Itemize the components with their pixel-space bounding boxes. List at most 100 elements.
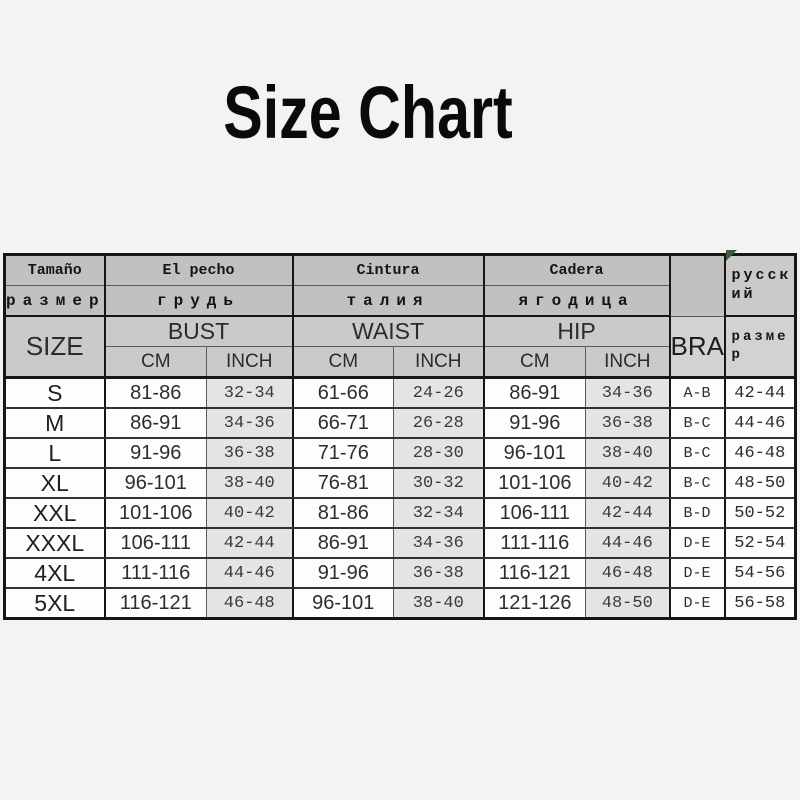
- header-row-units: CM INCH CM INCH CM INCH: [5, 346, 796, 379]
- hip-inch-cell: 44-46: [585, 528, 670, 559]
- waist-cm-cell: 61-66: [291, 377, 394, 409]
- bust-inch-cell: 44-46: [205, 558, 293, 589]
- header-hip: HIP: [482, 316, 670, 347]
- header-size: SIZE: [4, 316, 105, 379]
- header-hip-cm: CM: [482, 346, 586, 379]
- table-body: S 81-86 32-34 61-66 24-26 86-91 34-36 A-B 42-44 M…: [4, 377, 796, 620]
- bra-cell: D-E: [668, 558, 725, 589]
- bra-cell: B-C: [668, 408, 725, 439]
- hip-inch-cell: 34-36: [585, 377, 670, 409]
- waist-inch-cell: 24-26: [393, 377, 484, 409]
- size-cell: XL: [4, 468, 105, 499]
- waist-inch-cell: 26-28: [393, 408, 484, 439]
- header-cadera: Cadera: [482, 254, 670, 286]
- header-bust-cm: CM: [103, 346, 207, 379]
- bust-inch-cell: 38-40: [205, 468, 293, 499]
- hip-cm-cell: 111-116: [482, 528, 586, 559]
- hip-inch-cell: 46-48: [585, 558, 670, 589]
- header-row-spanish: Tamaño El pecho Cintura Cadera русский: [4, 253, 797, 317]
- bra-cell: A-B: [668, 377, 725, 409]
- size-cell: 4XL: [4, 558, 105, 589]
- page-title: Size Chart: [223, 71, 513, 154]
- waist-inch-cell: 28-30: [393, 438, 484, 469]
- header-waist-cm: CM: [291, 346, 394, 379]
- header-hip-inch: INCH: [585, 346, 670, 379]
- russian-size-cell: 56-58: [723, 588, 796, 620]
- hip-inch-cell: 38-40: [585, 438, 670, 469]
- bust-inch-cell: 36-38: [205, 438, 293, 469]
- hip-cm-cell: 106-111: [482, 498, 586, 529]
- table-row: 4XL 111-116 44-46 91-96 36-38 116-121 46-48 D-E…: [4, 558, 796, 589]
- bust-cm-cell: 111-116: [103, 558, 207, 589]
- size-cell: XXXL: [4, 528, 105, 559]
- waist-cm-cell: 71-76: [291, 438, 394, 469]
- size-cell: XXL: [4, 498, 105, 529]
- waist-cm-cell: 91-96: [291, 558, 394, 589]
- table-row: XL 96-101 38-40 76-81 30-32 101-106 40-42 B-C 48…: [4, 468, 796, 499]
- bust-cm-cell: 96-101: [103, 468, 207, 499]
- hip-cm-cell: 96-101: [482, 438, 586, 469]
- table-row: XXL 101-106 40-42 81-86 32-34 106-111 42-44 B-D…: [4, 498, 796, 529]
- header-yagoditsa: ягодица: [482, 285, 670, 317]
- russian-size-cell: 48-50: [723, 468, 796, 499]
- header-waist-inch: INCH: [393, 346, 484, 379]
- bra-cell: D-E: [668, 588, 725, 620]
- bust-cm-cell: 106-111: [103, 528, 207, 559]
- bust-inch-cell: 34-36: [205, 408, 293, 439]
- size-cell: M: [4, 408, 105, 439]
- hip-cm-cell: 101-106: [482, 468, 586, 499]
- hip-inch-cell: 42-44: [585, 498, 670, 529]
- header-bra: BRA: [668, 316, 725, 379]
- hip-cm-cell: 116-121: [482, 558, 586, 589]
- size-chart-table: Tamaño El pecho Cintura Cadera русский р…: [3, 253, 798, 620]
- russian-size-cell: 52-54: [723, 528, 796, 559]
- header-russian: русский: [723, 253, 797, 317]
- header-razmer: размер: [4, 285, 105, 317]
- bust-cm-cell: 86-91: [103, 408, 207, 439]
- size-cell: S: [4, 377, 105, 409]
- waist-cm-cell: 66-71: [291, 408, 394, 439]
- hip-inch-cell: 48-50: [585, 588, 670, 620]
- table-row: M 86-91 34-36 66-71 26-28 91-96 36-38 B-C 44-46: [4, 408, 796, 439]
- table-row: S 81-86 32-34 61-66 24-26 86-91 34-36 A-B 42-44: [4, 377, 796, 409]
- bust-inch-cell: 42-44: [205, 528, 293, 559]
- header-row-russian: размер грудь талия ягодица: [4, 285, 796, 317]
- header-el-pecho: El pecho: [103, 254, 293, 286]
- russian-size-cell: 50-52: [723, 498, 796, 529]
- waist-inch-cell: 32-34: [393, 498, 484, 529]
- russian-size-cell: 54-56: [723, 558, 796, 589]
- header-bust: BUST: [103, 316, 293, 347]
- bust-inch-cell: 46-48: [205, 588, 293, 620]
- waist-inch-cell: 38-40: [393, 588, 484, 620]
- hip-cm-cell: 86-91: [482, 377, 586, 409]
- table-row: L 91-96 36-38 71-76 28-30 96-101 38-40 B-C 46-48: [4, 438, 796, 469]
- russian-size-cell: 44-46: [723, 408, 796, 439]
- table-row: XXXL 106-111 42-44 86-91 34-36 111-116 44-46 D-…: [4, 528, 796, 559]
- russian-size-cell: 42-44: [723, 377, 796, 409]
- waist-cm-cell: 86-91: [291, 528, 394, 559]
- hip-cm-cell: 121-126: [482, 588, 586, 620]
- table-row: 5XL 116-121 46-48 96-101 38-40 121-126 48-50 D-…: [4, 588, 796, 620]
- waist-inch-cell: 36-38: [393, 558, 484, 589]
- hip-inch-cell: 40-42: [585, 468, 670, 499]
- bust-cm-cell: 91-96: [103, 438, 207, 469]
- bust-cm-cell: 101-106: [103, 498, 207, 529]
- waist-cm-cell: 81-86: [291, 498, 394, 529]
- header-row-english: SIZE BUST WAIST HIP BRA размер: [4, 315, 797, 379]
- header-empty-cell: [668, 254, 725, 317]
- waist-cm-cell: 96-101: [291, 588, 394, 620]
- russian-size-cell: 46-48: [723, 438, 796, 469]
- bust-inch-cell: 32-34: [205, 377, 293, 409]
- header-tamano: Tamaño: [4, 254, 105, 286]
- header-taliya: талия: [291, 285, 484, 317]
- size-cell: L: [4, 438, 105, 469]
- green-corner-mark: [726, 250, 737, 261]
- hip-cm-cell: 91-96: [482, 408, 586, 439]
- bra-cell: B-C: [668, 468, 725, 499]
- header-razmer-rus: размер: [723, 315, 797, 379]
- header-cintura: Cintura: [291, 254, 484, 286]
- hip-inch-cell: 36-38: [585, 408, 670, 439]
- header-grud: грудь: [103, 285, 293, 317]
- bust-cm-cell: 116-121: [103, 588, 207, 620]
